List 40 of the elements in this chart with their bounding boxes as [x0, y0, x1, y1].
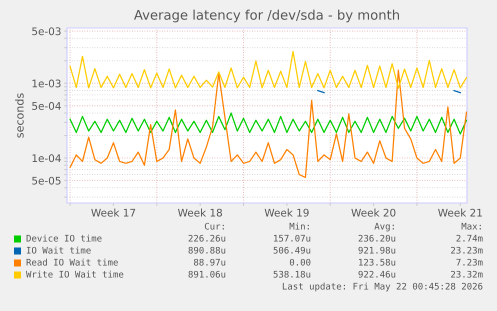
x-tick-label: Week 17 — [91, 208, 136, 217]
x-tick-label: Week 20 — [351, 208, 396, 217]
text: 538.18u — [274, 270, 310, 278]
text: Avg: — [374, 222, 394, 232]
text: 0.00 — [290, 258, 310, 266]
legend-label: Read IO Wait time — [26, 258, 118, 266]
text: 157.07u — [274, 234, 310, 242]
text: 123.58u — [359, 258, 396, 266]
y-axis-title: seconds — [15, 93, 24, 138]
text: 7.23m — [456, 258, 483, 266]
text: Last update: Fri May 22 00:45:28 2026 — [282, 282, 482, 292]
text: 23.23m — [451, 246, 483, 254]
line-series — [69, 112, 467, 135]
chart-title: Average latency for /dev/sda - by month — [134, 10, 400, 22]
y-tick-label: 1e-03 — [32, 80, 61, 88]
y-tick-label: 5e-04 — [32, 102, 61, 110]
y-tick-label: 1e-04 — [32, 154, 61, 162]
legend-label: IO Wait time — [26, 246, 91, 254]
y-tick-label: 5e-05 — [32, 176, 61, 185]
text: 2.74m — [456, 234, 483, 242]
x-tick-label: Week 18 — [178, 208, 222, 217]
legend-label: Write IO Wait time — [26, 270, 124, 278]
text: 921.98u — [358, 246, 396, 254]
text: 88.97u — [194, 258, 226, 266]
text: 236.20u — [358, 234, 396, 242]
x-tick-label: Week 21 — [438, 208, 482, 217]
text: 23.32m — [451, 270, 483, 278]
text: 922.46u — [358, 270, 396, 278]
text: Max: — [462, 222, 481, 230]
legend-label: Device IO time — [26, 234, 102, 242]
x-tick-label: Week 19 — [264, 208, 309, 217]
y-tick-label: 5e-03 — [32, 27, 61, 36]
text: Min: — [290, 222, 309, 230]
text: Cur: — [204, 222, 224, 230]
line-series — [69, 50, 467, 89]
text: 226.26u — [188, 234, 226, 242]
text: 891.06u — [188, 270, 226, 278]
text: 890.88u — [188, 246, 226, 254]
line-series — [69, 70, 467, 178]
text: 506.49u — [274, 246, 310, 254]
